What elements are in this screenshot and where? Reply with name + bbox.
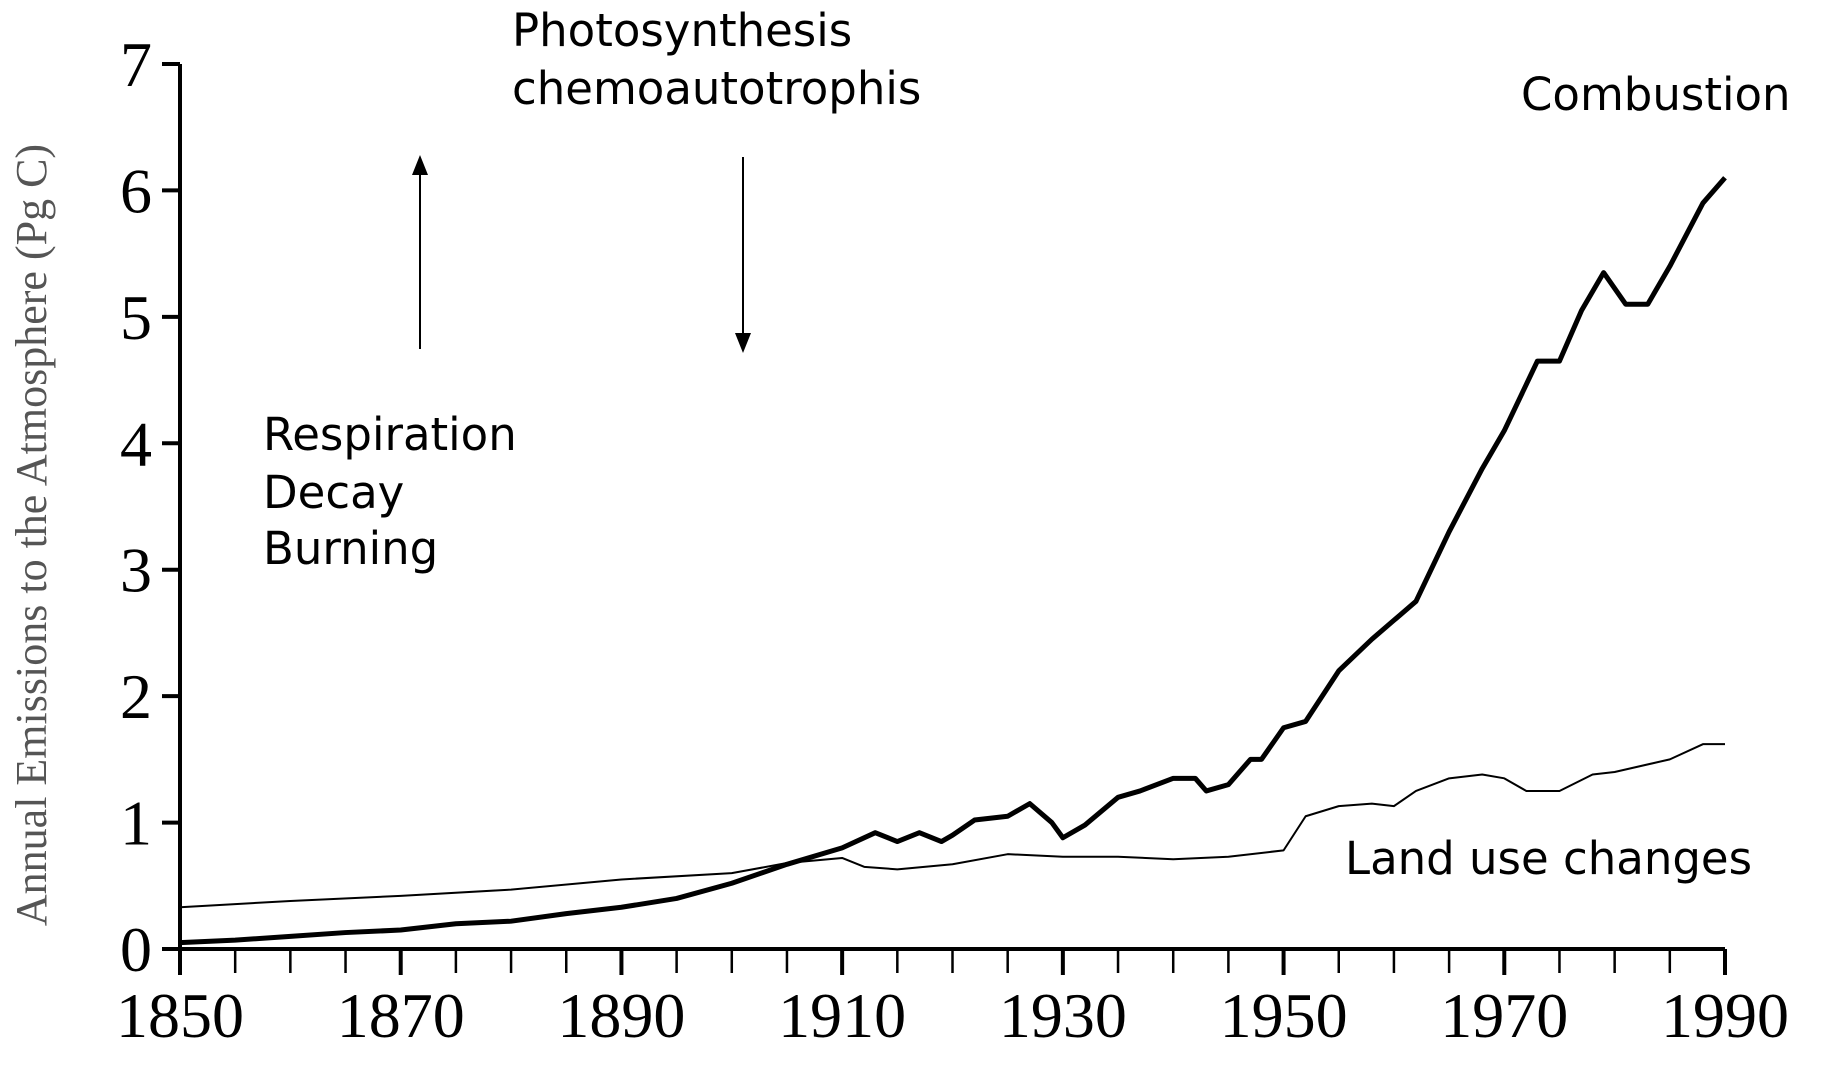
x-tick-label: 1990: [1661, 980, 1789, 1051]
annotation: Decay: [263, 466, 404, 519]
x-tick-label: 1970: [1440, 980, 1568, 1051]
y-axis-label: Annual Emissions to the Atmosphere (Pg C…: [7, 144, 56, 926]
line-series: [179, 743, 1725, 909]
y-tick-label: 5: [120, 282, 152, 353]
x-tick-label: 1870: [337, 980, 465, 1051]
y-tick-label: 2: [120, 661, 152, 732]
y-tick-label: 4: [120, 408, 152, 479]
x-tick-label: 1950: [1220, 980, 1348, 1051]
x-tick-label: 1930: [999, 980, 1127, 1051]
annotation: chemoautotrophis: [512, 62, 921, 115]
y-tick-label: 7: [120, 29, 152, 100]
line-series: [179, 176, 1727, 946]
y-tick-label: 6: [120, 155, 152, 226]
y-tick-label: 1: [120, 788, 152, 859]
annotation: Respiration: [263, 408, 517, 461]
y-tick-label: 0: [120, 914, 152, 985]
annotation: Burning: [263, 522, 438, 575]
annotation: Photosynthesis: [512, 4, 852, 57]
x-tick-label: 1850: [116, 980, 244, 1051]
series-label: Combustion: [1521, 68, 1791, 121]
series-label: Land use changes: [1345, 832, 1752, 885]
x-tick-label: 1910: [778, 980, 906, 1051]
x-tick-label: 1890: [557, 980, 685, 1051]
y-tick-label: 3: [120, 535, 152, 606]
